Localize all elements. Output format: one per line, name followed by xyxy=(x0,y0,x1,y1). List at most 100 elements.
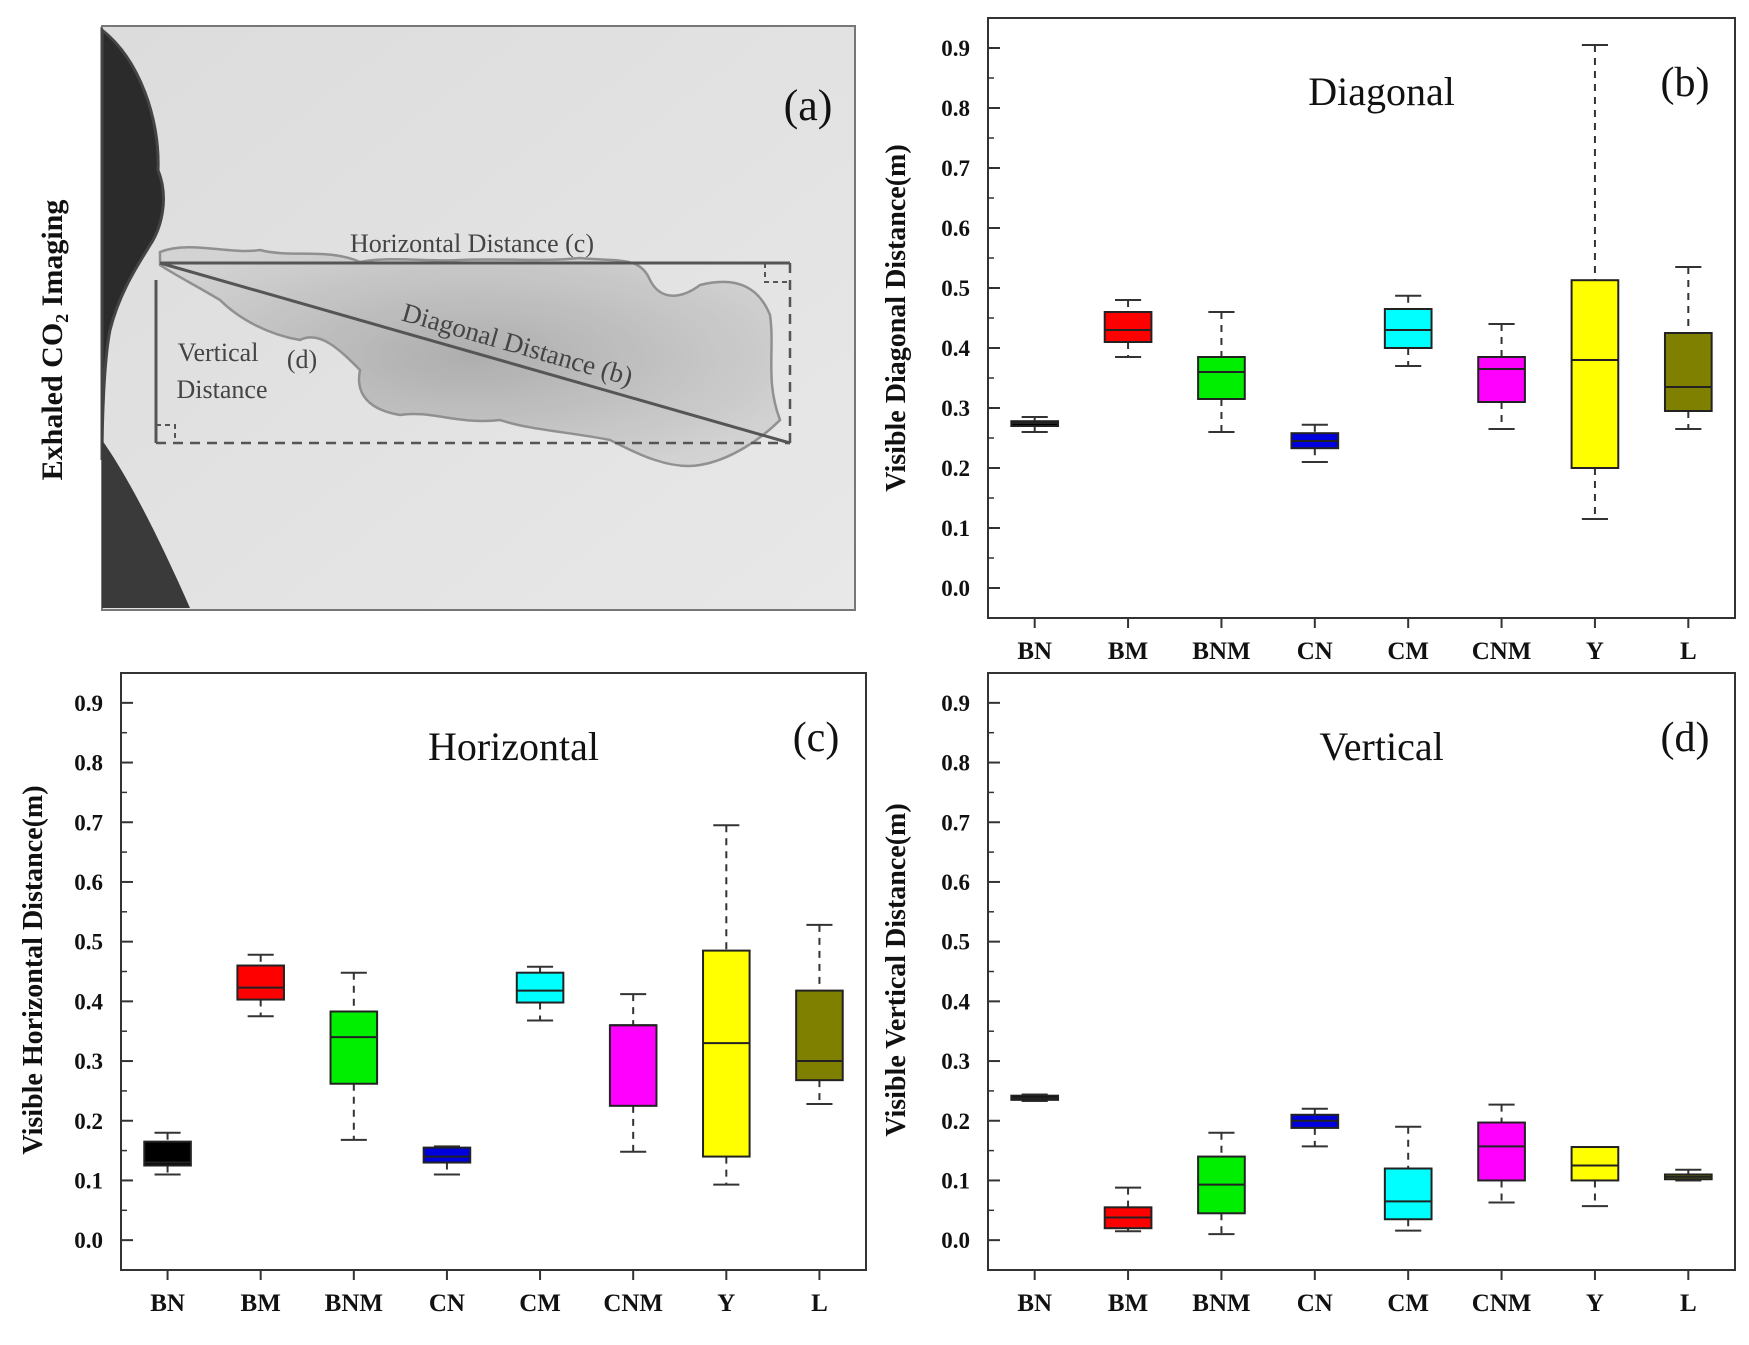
chart-diagonal: 0.0 0.1 0.2 0.3 0.4 0.5 0.6 0.7 0.8 0.9 BN BM BNM CN C… xyxy=(881,17,1736,665)
box-bnm xyxy=(1197,311,1246,433)
box-iqr xyxy=(515,971,565,1004)
x-tick-label: CNM xyxy=(1472,1290,1532,1317)
y-tick-label: 0.2 xyxy=(941,1109,970,1134)
right-angle-marker-top xyxy=(764,263,790,283)
x-tick-label: L xyxy=(1680,1290,1697,1317)
y-axis-label: Visible Vertical Distance(m) xyxy=(881,803,912,1136)
y-tick-label: 0.5 xyxy=(941,276,970,301)
box-iqr xyxy=(1570,279,1620,470)
co2-plume-outline xyxy=(158,246,782,468)
y-tick-label: 0.3 xyxy=(74,1049,103,1074)
x-tick-label: CM xyxy=(1387,638,1429,665)
box-iqr xyxy=(608,1024,658,1107)
x-tick-label: BNM xyxy=(325,1290,383,1317)
x-tick-label: BM xyxy=(241,1290,281,1317)
y-tick-label: 0.0 xyxy=(941,1228,970,1253)
y-tick-label: 0.8 xyxy=(941,751,970,776)
y-tick-label: 0.1 xyxy=(74,1168,103,1193)
x-tick-label: CNM xyxy=(603,1290,663,1317)
y-axis-label: Visible Horizontal Distance(m) xyxy=(18,785,49,1154)
box-iqr xyxy=(1197,356,1246,400)
x-tick-label: BN xyxy=(1017,1290,1052,1317)
box-bn xyxy=(1010,1093,1060,1103)
box-l xyxy=(1663,266,1713,430)
y-tick-label: 0.0 xyxy=(941,576,970,601)
box-y xyxy=(702,824,751,1186)
chart-horizontal: 0.0 0.1 0.2 0.3 0.4 0.5 0.6 0.7 0.8 0.9 BN BM BNM CN C… xyxy=(18,672,867,1317)
chart-title: Vertical xyxy=(1319,724,1443,769)
box-iqr xyxy=(236,964,285,1001)
box-iqr xyxy=(1477,1121,1526,1182)
y-tick-label: 0.7 xyxy=(74,810,103,835)
box-iqr xyxy=(1383,308,1433,349)
box-cnm xyxy=(1477,323,1526,430)
x-tick-label: BN xyxy=(150,1290,185,1317)
x-tick-label: CM xyxy=(519,1290,561,1317)
y-tick-label: 0.0 xyxy=(74,1228,103,1253)
y-tick-label: 0.5 xyxy=(941,930,970,955)
panel-a-label: (a) xyxy=(784,81,833,130)
diagonal-distance-line xyxy=(159,261,791,445)
panel-label: (d) xyxy=(1661,715,1710,761)
vertical-distance-letter: (d) xyxy=(287,345,317,374)
panel-label: (b) xyxy=(1661,60,1710,106)
x-tick-label: L xyxy=(1680,638,1697,665)
chart-title: Diagonal xyxy=(1308,69,1455,114)
box-bm xyxy=(1103,1186,1153,1233)
box-iqr xyxy=(143,1140,192,1167)
box-iqr xyxy=(702,949,751,1158)
y-tick-label: 0.1 xyxy=(941,1168,970,1193)
box-cm xyxy=(515,965,565,1022)
y-tick-label: 0.4 xyxy=(74,989,103,1014)
chart-vertical: 0.0 0.1 0.2 0.3 0.4 0.5 0.6 0.7 0.8 0.9 BN BM BNM CN C… xyxy=(881,672,1736,1317)
box-cn xyxy=(422,1145,472,1176)
x-tick-label: CN xyxy=(429,1290,465,1317)
box-iqr xyxy=(1663,332,1713,412)
y-tick-label: 0.9 xyxy=(74,691,103,716)
x-tick-label: CN xyxy=(1297,1290,1333,1317)
x-tick-label: CM xyxy=(1387,1290,1429,1317)
box-cnm xyxy=(1477,1103,1526,1204)
vertical-distance-label-line2: Distance xyxy=(177,375,268,404)
y-tick-label: 0.4 xyxy=(941,336,970,361)
y-tick-label: 0.4 xyxy=(941,989,970,1014)
x-tick-label: Y xyxy=(1586,638,1604,665)
box-bn xyxy=(1010,416,1060,433)
box-iqr xyxy=(329,1010,379,1085)
panel-label: (c) xyxy=(793,715,840,761)
x-tick-label: Y xyxy=(717,1290,735,1317)
box-cnm xyxy=(608,993,658,1153)
panel-a-side-label: Exhaled CO₂ Imaging xyxy=(36,200,69,481)
x-tick-label: CNM xyxy=(1472,638,1532,665)
y-tick-label: 0.6 xyxy=(941,216,970,241)
box-bm xyxy=(1103,299,1153,358)
box-bn xyxy=(143,1131,192,1176)
y-tick-label: 0.2 xyxy=(74,1109,103,1134)
box-iqr xyxy=(1570,1146,1620,1182)
y-tick-label: 0.3 xyxy=(941,1049,970,1074)
box-bnm xyxy=(329,971,379,1141)
y-tick-label: 0.9 xyxy=(941,691,970,716)
box-cm xyxy=(1383,1125,1433,1232)
x-tick-label: BNM xyxy=(1192,638,1250,665)
x-tick-label: BNM xyxy=(1192,1290,1250,1317)
face-lower xyxy=(102,440,190,608)
vertical-distance-label-line1: Vertical xyxy=(178,338,259,367)
panel-a: Exhaled CO₂ Imaging (a) Horizontal Dista… xyxy=(36,25,856,611)
y-tick-label: 0.6 xyxy=(941,870,970,895)
box-cn xyxy=(1290,423,1340,463)
y-tick-label: 0.9 xyxy=(941,36,970,61)
box-bnm xyxy=(1197,1131,1246,1236)
box-iqr xyxy=(422,1146,472,1164)
x-tick-label: Y xyxy=(1586,1290,1604,1317)
y-tick-label: 0.2 xyxy=(941,456,970,481)
box-l xyxy=(1663,1168,1713,1182)
y-tick-label: 0.1 xyxy=(941,516,970,541)
box-iqr xyxy=(795,989,844,1082)
box-cn xyxy=(1290,1107,1340,1148)
y-tick-label: 0.8 xyxy=(941,96,970,121)
box-y xyxy=(1570,44,1620,520)
horizontal-distance-label: Horizontal Distance (c) xyxy=(350,229,594,258)
box-iqr xyxy=(1477,356,1526,403)
x-tick-label: CN xyxy=(1297,638,1333,665)
